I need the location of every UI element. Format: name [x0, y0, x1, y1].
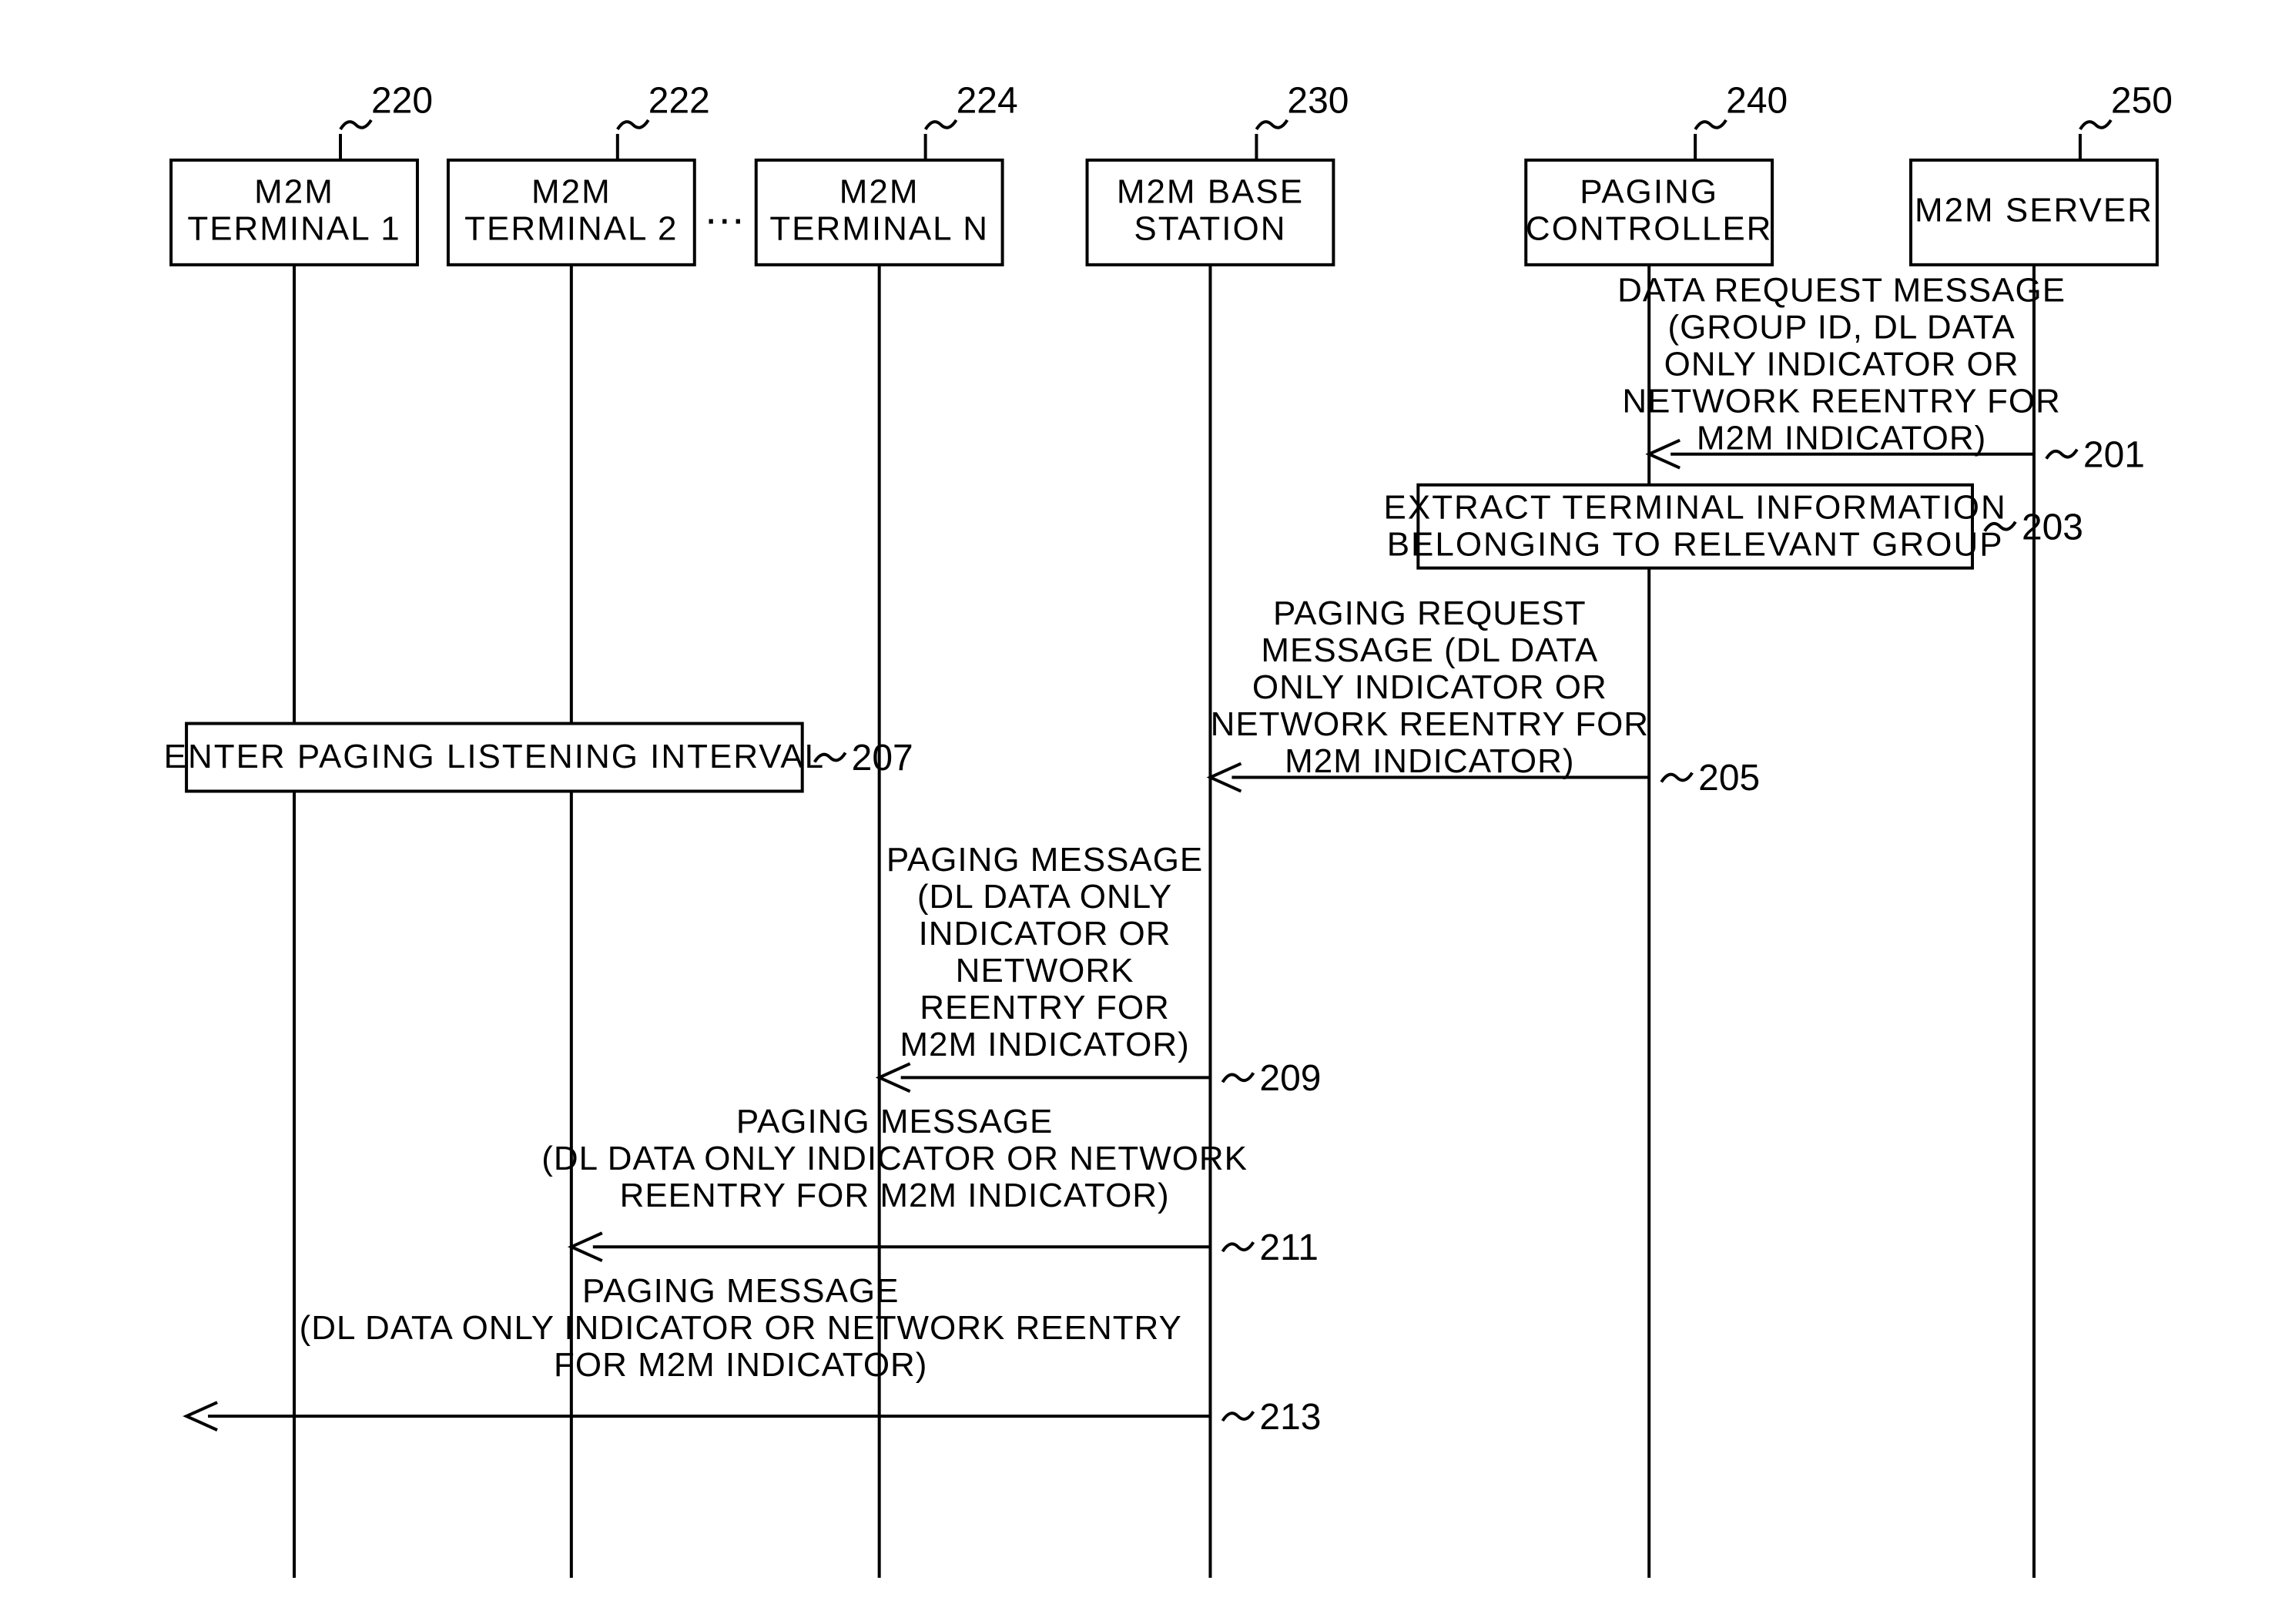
arrow-label-a205-4: M2M INDICATOR) [1285, 742, 1574, 780]
process-label-p207-0: ENTER PAGING LISTENING INTERVAL [164, 738, 825, 775]
ref-number-201: 201 [2083, 434, 2145, 475]
ellipsis: ... [705, 185, 746, 233]
entity-label-pc-0: PAGING [1580, 172, 1718, 210]
sequence-diagram: 220M2MTERMINAL 1222M2MTERMINAL 2224M2MTE… [0, 0, 2282, 1624]
arrow-label-a211-1: (DL DATA ONLY INDICATOR OR NETWORK [541, 1140, 1248, 1177]
arrow-label-a209-4: REENTRY FOR [920, 989, 1170, 1026]
arrow-label-a205-1: MESSAGE (DL DATA [1261, 631, 1598, 669]
arrow-label-a209-2: INDICATOR OR [919, 915, 1171, 953]
arrow-label-a213-2: FOR M2M INDICATOR) [554, 1346, 927, 1384]
arrow-label-a213-1: (DL DATA ONLY INDICATOR OR NETWORK REENT… [300, 1309, 1182, 1347]
entity-label-tn-0: M2M [839, 172, 920, 210]
entity-label-tn-1: TERMINAL N [769, 209, 989, 247]
arrow-label-a209-3: NETWORK [956, 952, 1134, 989]
entity-label-bs-1: STATION [1134, 209, 1286, 247]
entity-label-t2-0: M2M [531, 172, 612, 210]
arrow-label-a209-5: M2M INDICATOR) [900, 1026, 1189, 1063]
entity-label-bs-0: M2M BASE [1117, 172, 1304, 210]
ref-number-211: 211 [1259, 1227, 1318, 1268]
process-label-p203-0: EXTRACT TERMINAL INFORMATION [1384, 488, 2007, 526]
arrows-layer: DATA REQUEST MESSAGE(GROUP ID, DL DATAON… [186, 271, 2145, 1437]
arrow-label-a211-0: PAGING MESSAGE [736, 1103, 1053, 1140]
arrow-label-a201-0: DATA REQUEST MESSAGE [1617, 271, 2066, 309]
ref-number-220: 220 [371, 81, 433, 122]
process-label-p203-1: BELONGING TO RELEVANT GROUP [1387, 525, 2004, 563]
ref-number-213: 213 [1259, 1397, 1321, 1438]
ref-number-240: 240 [1726, 81, 1788, 122]
arrow-label-a213-0: PAGING MESSAGE [582, 1272, 899, 1310]
ref-number-230: 230 [1287, 81, 1349, 122]
ref-number-209: 209 [1259, 1058, 1321, 1099]
ref-number-203: 203 [2022, 507, 2083, 547]
entity-label-sv-0: M2M SERVER [1915, 191, 2153, 229]
ref-number-222: 222 [648, 81, 710, 122]
arrow-label-a201-1: (GROUP ID, DL DATA [1667, 308, 2015, 346]
ref-number-205: 205 [1698, 758, 1760, 799]
arrow-label-a201-2: ONLY INDICATOR OR [1664, 345, 2019, 383]
arrow-label-a205-0: PAGING REQUEST [1273, 594, 1587, 632]
entities-layer: 220M2MTERMINAL 1222M2MTERMINAL 2224M2MTE… [171, 81, 2173, 265]
ref-number-224: 224 [957, 81, 1018, 122]
arrow-label-a209-1: (DL DATA ONLY [917, 878, 1172, 916]
entity-label-pc-1: CONTROLLER [1526, 209, 1773, 247]
ref-number-207: 207 [852, 738, 913, 779]
arrow-label-a205-3: NETWORK REENTRY FOR [1211, 705, 1649, 743]
arrow-label-a201-3: NETWORK REENTRY FOR [1622, 382, 2060, 420]
entity-label-t2-1: TERMINAL 2 [464, 209, 678, 247]
arrow-label-a205-2: ONLY INDICATOR OR [1252, 668, 1607, 706]
arrow-label-a209-0: PAGING MESSAGE [886, 841, 1203, 879]
entity-label-t1-0: M2M [254, 172, 334, 210]
ref-number-250: 250 [2111, 81, 2173, 122]
arrow-label-a201-4: M2M INDICATOR) [1697, 419, 1986, 457]
arrow-label-a211-2: REENTRY FOR M2M INDICATOR) [620, 1177, 1170, 1214]
entity-label-t1-1: TERMINAL 1 [187, 209, 400, 247]
processes-layer: EXTRACT TERMINAL INFORMATIONBELONGING TO… [164, 485, 2083, 792]
